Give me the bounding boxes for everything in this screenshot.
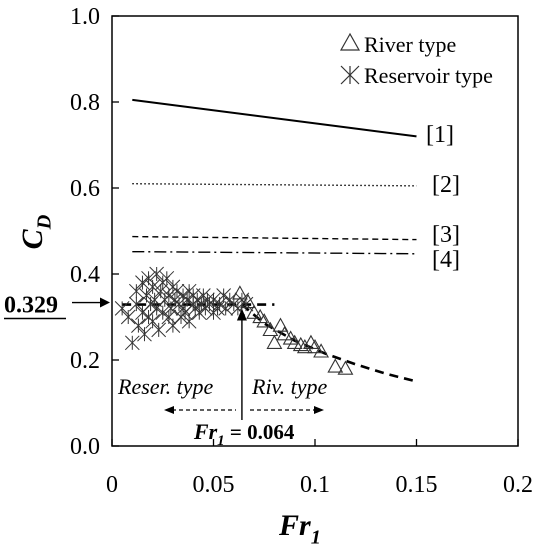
reference-line — [132, 98, 417, 138]
reservoir-marker — [124, 335, 140, 351]
reservoir-marker — [147, 292, 162, 308]
cd-value-label: 0.329 — [4, 293, 58, 319]
reservoir-marker — [181, 313, 197, 329]
annotations: 0.329 Fr1 = 0.064 Reser. type Riv. type — [4, 293, 328, 449]
river-marker — [272, 317, 289, 332]
reference-line-label: [4] — [432, 247, 460, 273]
reservoir-marker — [135, 275, 150, 290]
legend-river-marker — [339, 32, 361, 51]
river-marker — [296, 338, 313, 354]
reference-lines: [1] [2] [3][4] — [132, 98, 460, 273]
river-marker — [307, 338, 323, 354]
cd-value-arrowhead — [100, 297, 110, 308]
data-markers — [114, 266, 354, 375]
river-marker — [337, 360, 354, 375]
river-marker — [256, 313, 273, 328]
reservoir-range-arrowhead — [164, 406, 174, 414]
reference-line — [132, 183, 417, 187]
y-tick-label: 0.0 — [70, 434, 100, 460]
y-tick-label: 1.0 — [70, 4, 100, 30]
reservoir-marker — [159, 270, 175, 286]
river-marker — [276, 326, 293, 341]
x-tick-label: 0 — [106, 472, 118, 498]
axis-ticks: 0 0.05 0.1 0.15 0.2 0.0 0.2 0.4 0.6 0.8 1.0 — [70, 4, 533, 498]
x-tick-label: 0.2 — [503, 472, 533, 498]
reservoir-marker — [216, 288, 232, 303]
threshold-arrowhead — [236, 308, 247, 321]
river-marker — [246, 304, 263, 319]
river-marker — [231, 285, 248, 300]
reservoir-marker — [200, 292, 215, 308]
fit-lines — [122, 303, 417, 383]
reference-line-label: [2] — [432, 172, 460, 198]
reservoir-marker — [120, 309, 136, 325]
river-marker — [240, 293, 256, 309]
x-tick-label: 0.05 — [193, 472, 235, 498]
reservoir-marker — [131, 318, 146, 333]
y-axis-label: CD — [16, 214, 55, 249]
x-tick-label: 0.15 — [396, 472, 438, 498]
reservoir-marker — [210, 301, 225, 316]
legend: River type Reservoir type — [339, 32, 493, 88]
reservoir-marker — [155, 305, 171, 321]
reservoir-marker — [145, 279, 160, 295]
river-marker — [262, 321, 279, 337]
river-range-arrowhead — [314, 406, 324, 414]
reservoir-type-label: Reser. type — [117, 374, 214, 399]
reservoir-marker — [114, 301, 130, 316]
x-axis-label: Fr1 — [278, 509, 321, 548]
threshold-label: Fr1 = 0.064 — [193, 419, 295, 449]
reference-line-label: [3] — [432, 222, 460, 248]
reservoir-marker — [137, 326, 152, 342]
river-marker — [313, 343, 330, 358]
reservoir-marker — [145, 313, 160, 329]
river-type-label: Riv. type — [251, 374, 328, 399]
legend-reservoir-marker — [340, 65, 360, 85]
river-marker — [266, 334, 283, 349]
y-tick-label: 0.6 — [70, 176, 100, 202]
reference-line — [132, 235, 417, 241]
reference-line — [132, 250, 417, 255]
reservoir-marker — [129, 283, 144, 299]
legend-river-label: River type — [364, 32, 456, 57]
reservoir-marker — [129, 296, 144, 312]
x-tick-label: 0.1 — [300, 472, 330, 498]
reservoir-marker — [191, 305, 207, 321]
y-tick-label: 0.8 — [70, 90, 100, 116]
river-marker — [292, 336, 309, 352]
legend-reservoir-label: Reservoir type — [364, 63, 493, 88]
reservoir-marker — [149, 266, 165, 282]
river-marker — [327, 358, 344, 373]
fit-line — [241, 303, 417, 383]
reservoir-marker — [169, 283, 185, 299]
y-tick-label: 0.4 — [70, 262, 100, 288]
y-tick-label: 0.2 — [70, 348, 100, 374]
axis-labels: Fr1 CD — [16, 214, 321, 548]
reference-line-label: [1] — [426, 122, 454, 148]
reservoir-marker — [151, 322, 167, 338]
